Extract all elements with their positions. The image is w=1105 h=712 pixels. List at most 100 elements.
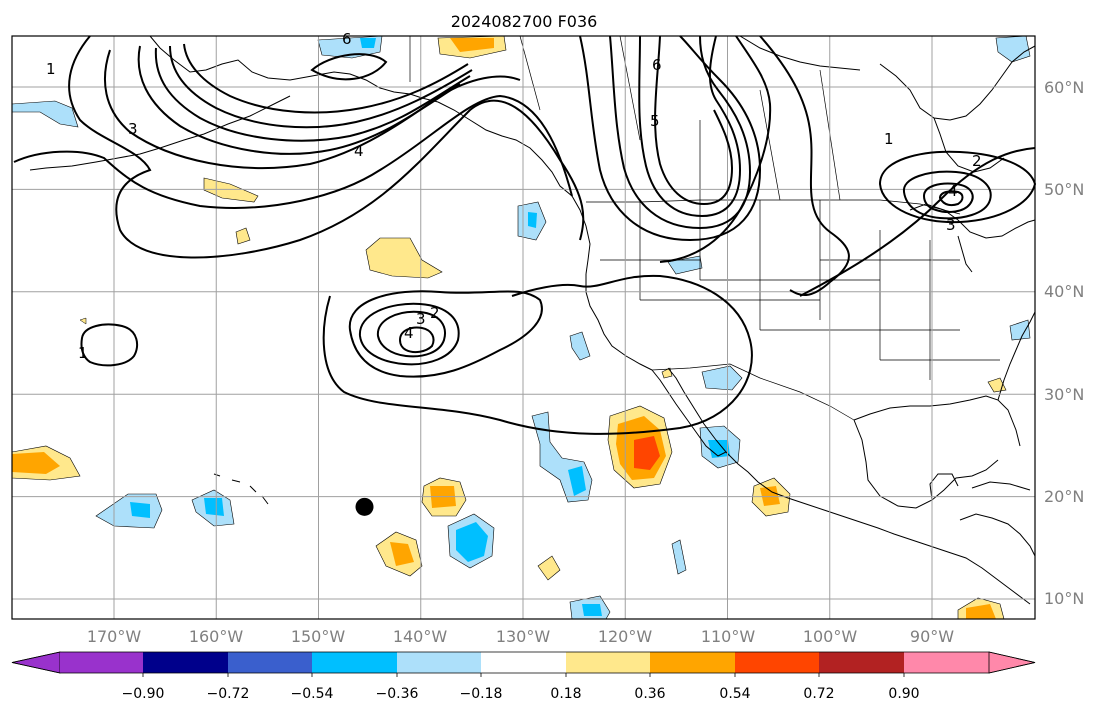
lon-tick-label: 170°W bbox=[87, 627, 142, 646]
coastline-james-bay bbox=[933, 117, 1005, 173]
colorbar-segment bbox=[312, 652, 397, 673]
longitude-labels: 170°W 160°W 150°W 140°W 130°W 120°W 110°… bbox=[87, 627, 954, 646]
pos-patch-south-small bbox=[537, 555, 561, 581]
colorbar-outline bbox=[11, 651, 1036, 674]
colorbar-segment bbox=[143, 652, 228, 673]
contour-east-1 bbox=[799, 147, 1036, 297]
map-panel: 1 3 4 6 5 6 1 2 4 3 2 3 4 1 170°W 160°W … bbox=[11, 30, 1084, 646]
coastline-se-alaska-bc bbox=[437, 101, 591, 275]
colorbar-segment bbox=[650, 652, 735, 673]
colorbar-tick-label: −0.18 bbox=[460, 686, 503, 702]
colorbar-extend-low bbox=[11, 651, 61, 674]
neg-patch-gulf bbox=[1009, 319, 1031, 341]
contour-labels: 1 3 4 6 5 6 1 2 4 3 2 3 4 1 bbox=[46, 30, 982, 362]
pos-patch-southwest-core bbox=[390, 542, 414, 566]
contour-east-pac bbox=[322, 274, 753, 435]
lat-tick-label: 20°N bbox=[1044, 487, 1084, 506]
contour-east-3 bbox=[902, 170, 992, 220]
contour-label: 4 bbox=[404, 324, 414, 342]
anomaly-shading bbox=[11, 35, 1031, 620]
coastline-yucatan bbox=[929, 473, 959, 501]
lon-tick-label: 110°W bbox=[701, 627, 756, 646]
colorbar-segment bbox=[566, 652, 650, 673]
contour-far-west bbox=[80, 323, 139, 367]
pos-patch-alaska-north-core bbox=[450, 38, 494, 52]
lon-tick-label: 150°W bbox=[291, 627, 346, 646]
pos-patch-mexico-coast-core bbox=[760, 486, 780, 506]
contour-label: 3 bbox=[946, 216, 956, 234]
colorbar-segment bbox=[60, 652, 143, 673]
pos-patch-west-edge-core bbox=[12, 452, 60, 474]
coastline-gulf bbox=[853, 419, 999, 509]
lon-tick-label: 160°W bbox=[189, 627, 244, 646]
neg-patch-south-central-core bbox=[456, 522, 488, 562]
contour-np-5 bbox=[154, 47, 471, 142]
neg-patch-hawaii-west-b-core bbox=[204, 498, 224, 516]
pos-patch-bering bbox=[203, 177, 259, 203]
contour-pac-high-outer bbox=[348, 290, 543, 378]
colorbar-tick-label: −0.54 bbox=[291, 686, 334, 702]
neg-patch-east-pacific bbox=[671, 539, 687, 575]
border-us-canada bbox=[586, 199, 961, 215]
colorbar-tick-label: 0.90 bbox=[888, 686, 919, 702]
coastline-mexico-west bbox=[725, 451, 1031, 605]
contour-pac-high-1 bbox=[358, 302, 460, 366]
coastline-baja bbox=[651, 367, 727, 457]
colorbar-tick-label: −0.36 bbox=[376, 686, 419, 702]
contour-label: 2 bbox=[972, 152, 982, 170]
coastline-cuba bbox=[971, 481, 1031, 491]
coastlines bbox=[29, 35, 1036, 605]
lon-tick-label: 100°W bbox=[803, 627, 858, 646]
coastline-alaska bbox=[149, 35, 439, 103]
contour-label: 4 bbox=[948, 182, 958, 200]
island-hawaii-chain bbox=[213, 473, 269, 505]
contour-np-1 bbox=[68, 35, 585, 259]
lat-tick-label: 10°N bbox=[1044, 589, 1084, 608]
colorbar-tick-label: 0.36 bbox=[634, 686, 665, 702]
neg-patch-offshore-wa-core bbox=[528, 212, 537, 228]
colorbar-tick-label: −0.72 bbox=[207, 686, 250, 702]
location-marker bbox=[355, 497, 374, 516]
pos-patch-baja-south-core bbox=[634, 436, 660, 470]
contour-label: 3 bbox=[416, 310, 426, 328]
pos-patch-bering-small bbox=[235, 227, 251, 245]
neg-patch-north-top-core bbox=[360, 38, 376, 48]
neg-patch-socal-offshore bbox=[569, 331, 591, 361]
contour-label: 6 bbox=[342, 30, 352, 48]
contour-pac-high-2 bbox=[376, 310, 446, 358]
colorbar bbox=[11, 651, 1036, 677]
lon-tick-label: 130°W bbox=[496, 627, 551, 646]
contour-label: 1 bbox=[78, 344, 88, 362]
pos-patch-tiny-west bbox=[79, 317, 87, 325]
colorbar-segment bbox=[481, 652, 566, 673]
lat-tick-label: 30°N bbox=[1044, 385, 1084, 404]
contour-label: 1 bbox=[46, 60, 56, 78]
contour-label: 4 bbox=[354, 142, 364, 160]
contour-canada-5 bbox=[659, 35, 772, 263]
coastline-gulf-north bbox=[853, 395, 1021, 447]
plot-title: 2024082700 F036 bbox=[451, 12, 598, 31]
great-lakes-michigan bbox=[957, 235, 973, 273]
map-frame bbox=[11, 35, 1036, 620]
neg-patch-subtropical-band-core bbox=[568, 466, 586, 496]
contour-np-4 bbox=[137, 45, 461, 155]
lon-tick-label: 90°W bbox=[910, 627, 954, 646]
contour-canada-2 bbox=[609, 35, 752, 230]
coastline-central-america bbox=[959, 513, 1036, 557]
contour-label: 1 bbox=[884, 130, 894, 148]
contour-pac-high-3 bbox=[398, 326, 435, 354]
colorbar-tick-label: 0.54 bbox=[719, 686, 750, 702]
latitude-labels: 60°N 50°N 40°N 30°N 20°N 10°N bbox=[1044, 78, 1084, 608]
lat-tick-label: 40°N bbox=[1044, 282, 1084, 301]
colorbar-segment bbox=[228, 652, 312, 673]
contour-np-6 bbox=[169, 45, 473, 129]
contour-np-7 bbox=[183, 43, 469, 114]
colorbar-segment bbox=[819, 652, 904, 673]
coastline-canada-north bbox=[739, 35, 861, 71]
neg-patch-baja-core bbox=[708, 440, 730, 458]
contour-canada-4 bbox=[654, 35, 734, 206]
pos-patch-southeast-corner-core bbox=[966, 604, 996, 619]
province-lines bbox=[519, 35, 841, 201]
contour-label: 6 bbox=[652, 56, 662, 74]
